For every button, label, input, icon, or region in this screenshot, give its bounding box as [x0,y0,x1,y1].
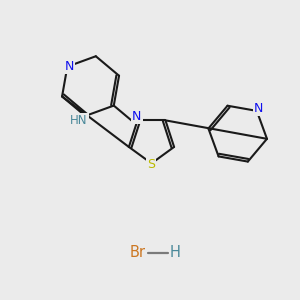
Text: S: S [148,158,155,171]
Text: N: N [254,102,263,115]
Text: N: N [132,110,142,123]
Text: Br: Br [130,245,146,260]
Text: HN: HN [70,114,88,127]
Text: N: N [64,60,74,73]
Text: H: H [170,245,181,260]
